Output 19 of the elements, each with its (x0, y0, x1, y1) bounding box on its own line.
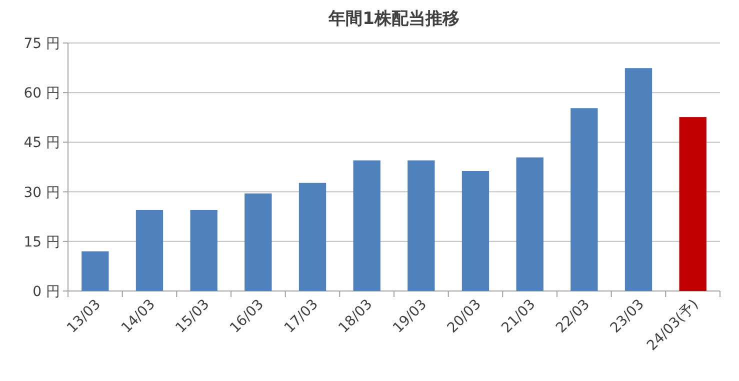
bar (408, 160, 435, 291)
y-tick-label: 75 円 (24, 36, 60, 52)
bar (82, 251, 109, 291)
y-tick-label: 0 円 (32, 284, 60, 300)
bar (298, 182, 326, 291)
y-tick-label: 15 円 (24, 234, 60, 250)
bar (462, 170, 490, 291)
bar (136, 210, 164, 291)
chart-title: 年間1株配当推移 (328, 9, 460, 29)
bar (244, 193, 272, 291)
bar (679, 117, 706, 291)
bar (624, 68, 652, 291)
y-tick-label: 30 円 (24, 184, 60, 201)
bar (190, 210, 218, 291)
y-tick-label: 60 円 (24, 86, 60, 102)
bar (516, 157, 544, 291)
y-tick-label: 45 円 (24, 135, 60, 152)
bar (353, 160, 380, 291)
bar (570, 108, 598, 291)
